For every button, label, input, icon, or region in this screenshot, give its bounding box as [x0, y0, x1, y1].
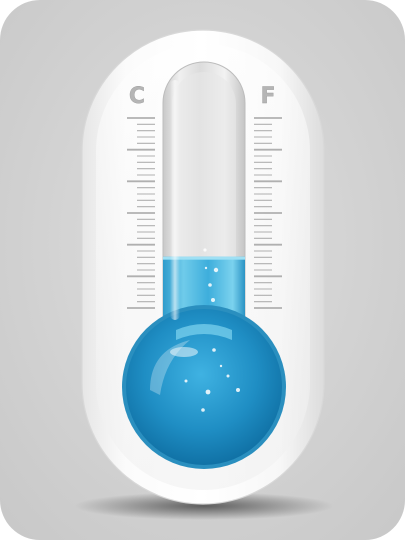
- fahrenheit-label: F: [260, 84, 275, 109]
- bulb-sparkle: [170, 347, 198, 357]
- bulb: [126, 309, 282, 465]
- bulb-neck-highlight: [176, 324, 232, 340]
- bulb-highlight: [150, 340, 190, 395]
- celsius-label: C: [129, 84, 145, 109]
- liquid-surface: [163, 256, 245, 260]
- fahrenheit-scale-ticks: [254, 117, 282, 309]
- bubbles: [184, 248, 240, 412]
- celsius-scale-ticks: [127, 117, 155, 309]
- glass-shine: [170, 80, 180, 320]
- drop-shadow: [74, 492, 334, 520]
